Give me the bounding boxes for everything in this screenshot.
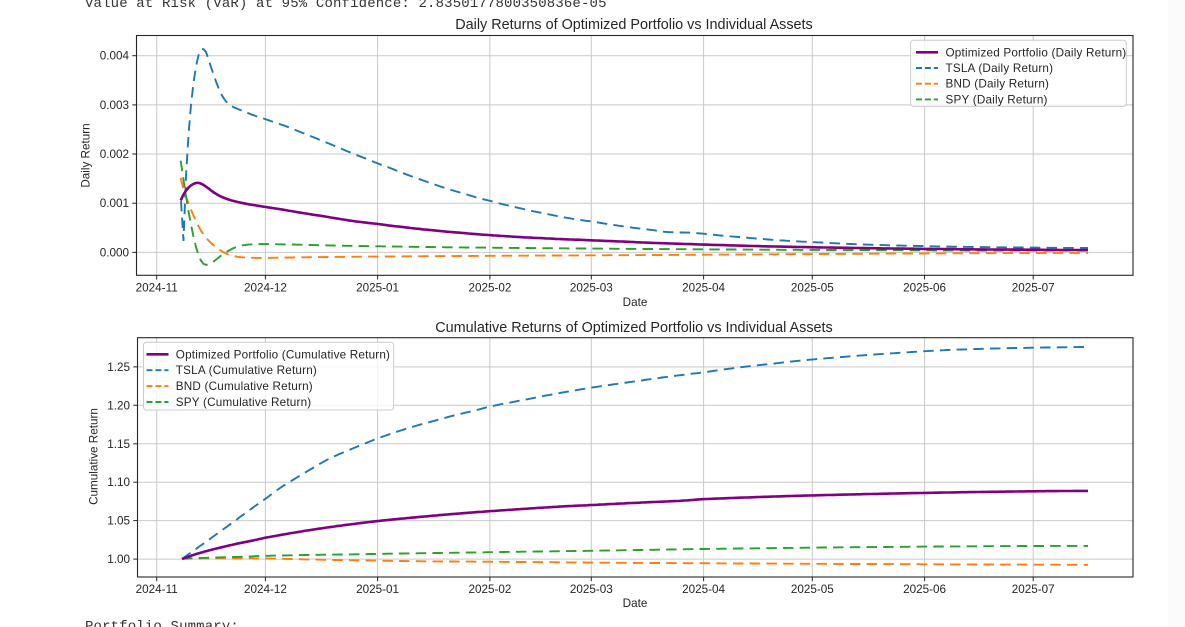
svg-text:0.004: 0.004 — [100, 50, 130, 63]
svg-text:2025-05: 2025-05 — [791, 583, 834, 596]
svg-text:2025-04: 2025-04 — [682, 282, 725, 295]
svg-text:2025-01: 2025-01 — [356, 282, 399, 295]
svg-text:1.05: 1.05 — [107, 515, 130, 528]
svg-text:2024-11: 2024-11 — [136, 583, 178, 596]
svg-text:Daily Returns of Optimized Por: Daily Returns of Optimized Portfolio vs … — [455, 17, 813, 33]
svg-text:2025-03: 2025-03 — [570, 282, 613, 295]
svg-text:1.00: 1.00 — [107, 553, 130, 566]
svg-text:BND (Daily Return): BND (Daily Return) — [946, 78, 1050, 91]
svg-text:Cumulative Return: Cumulative Return — [88, 408, 101, 505]
svg-text:1.10: 1.10 — [107, 476, 130, 489]
svg-text:2024-12: 2024-12 — [244, 583, 287, 596]
svg-text:2025-02: 2025-02 — [468, 583, 511, 596]
svg-text:1.20: 1.20 — [107, 399, 130, 412]
svg-text:2024-12: 2024-12 — [244, 282, 287, 295]
svg-text:SPY (Cumulative Return): SPY (Cumulative Return) — [176, 396, 312, 409]
svg-text:0.001: 0.001 — [100, 197, 129, 210]
svg-text:2025-06: 2025-06 — [903, 282, 946, 295]
svg-text:TSLA (Cumulative Return): TSLA (Cumulative Return) — [176, 364, 317, 377]
svg-text:2024-11: 2024-11 — [136, 282, 178, 295]
svg-text:0.002: 0.002 — [100, 148, 129, 161]
svg-text:2025-05: 2025-05 — [791, 282, 834, 295]
svg-text:BND (Cumulative Return): BND (Cumulative Return) — [176, 380, 313, 393]
svg-text:Optimized Portfolio (Daily Ret: Optimized Portfolio (Daily Return) — [946, 46, 1127, 59]
svg-text:2025-07: 2025-07 — [1012, 282, 1055, 295]
svg-text:Date: Date — [623, 597, 648, 610]
svg-text:1.15: 1.15 — [107, 438, 130, 451]
svg-text:Daily Return: Daily Return — [80, 123, 93, 187]
svg-text:2025-01: 2025-01 — [356, 583, 399, 596]
svg-text:TSLA (Daily Return): TSLA (Daily Return) — [946, 62, 1054, 75]
svg-text:2025-06: 2025-06 — [903, 583, 946, 596]
svg-text:Date: Date — [623, 296, 648, 309]
svg-text:0.000: 0.000 — [100, 246, 130, 259]
svg-text:2025-03: 2025-03 — [570, 583, 613, 596]
svg-text:2025-04: 2025-04 — [682, 583, 725, 596]
svg-text:2025-02: 2025-02 — [468, 282, 511, 295]
svg-text:1.25: 1.25 — [107, 361, 130, 374]
svg-text:2025-07: 2025-07 — [1012, 583, 1055, 596]
svg-text:SPY (Daily Return): SPY (Daily Return) — [946, 93, 1048, 106]
svg-text:Cumulative Returns of Optimize: Cumulative Returns of Optimized Portfoli… — [435, 320, 833, 336]
svg-text:Optimized Portfolio (Cumulativ: Optimized Portfolio (Cumulative Return) — [176, 348, 390, 361]
svg-text:0.003: 0.003 — [100, 99, 129, 112]
